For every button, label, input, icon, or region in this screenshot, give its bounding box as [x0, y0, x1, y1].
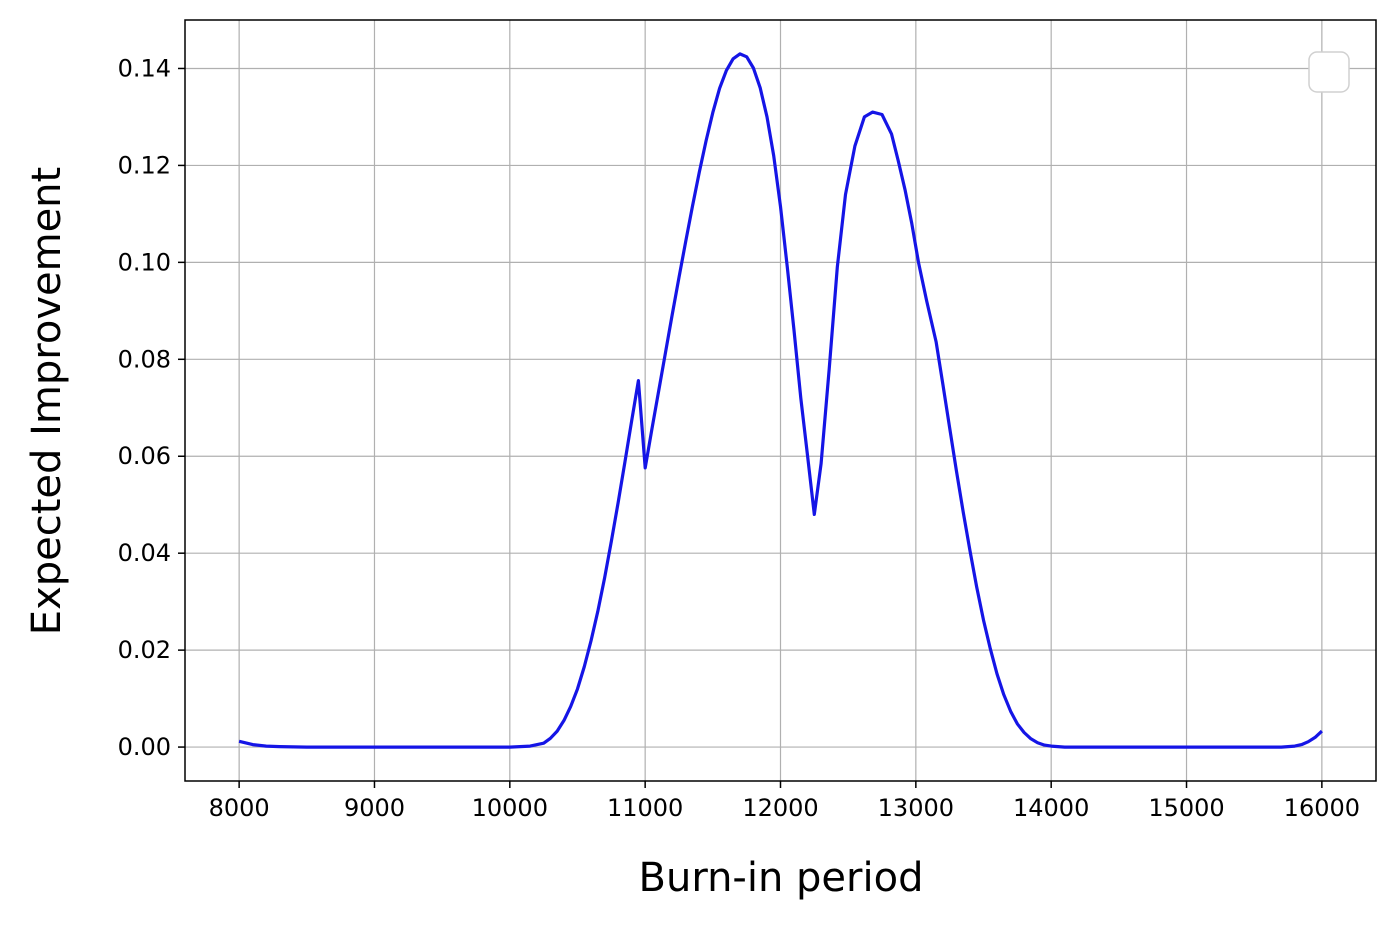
- y-tick-label: 0.08: [118, 345, 171, 373]
- x-tick-label: 16000: [1284, 794, 1360, 822]
- y-tick-label: 0.14: [118, 54, 171, 82]
- x-tick-label: 9000: [344, 794, 405, 822]
- y-tick-label: 0.02: [118, 636, 171, 664]
- y-tick-label: 0.10: [118, 248, 171, 276]
- x-tick-label: 13000: [878, 794, 954, 822]
- x-axis: 8000 9000 10000 11000 12000 13000 14000 15000 16…: [209, 781, 1360, 822]
- y-axis: 0.00 0.02 0.04 0.06 0.08 0.10 0.12 0.14: [118, 54, 185, 761]
- y-tick-label: 0.04: [118, 539, 171, 567]
- x-tick-label: 12000: [742, 794, 818, 822]
- x-axis-title: Burn-in period: [639, 855, 924, 901]
- x-tick-label: 14000: [1013, 794, 1089, 822]
- x-tick-label: 11000: [607, 794, 683, 822]
- y-tick-label: 0.06: [118, 442, 171, 470]
- x-tick-label: 10000: [472, 794, 548, 822]
- x-tick-label: 15000: [1148, 794, 1224, 822]
- legend-box: [1308, 51, 1350, 93]
- series-line: [238, 52, 1323, 749]
- series-layer: [238, 52, 1323, 749]
- x-tick-label: 8000: [209, 794, 270, 822]
- y-axis-title: Expected Improvement: [24, 167, 70, 635]
- y-tick-label: 0.12: [118, 151, 171, 179]
- y-tick-label: 0.00: [118, 733, 171, 761]
